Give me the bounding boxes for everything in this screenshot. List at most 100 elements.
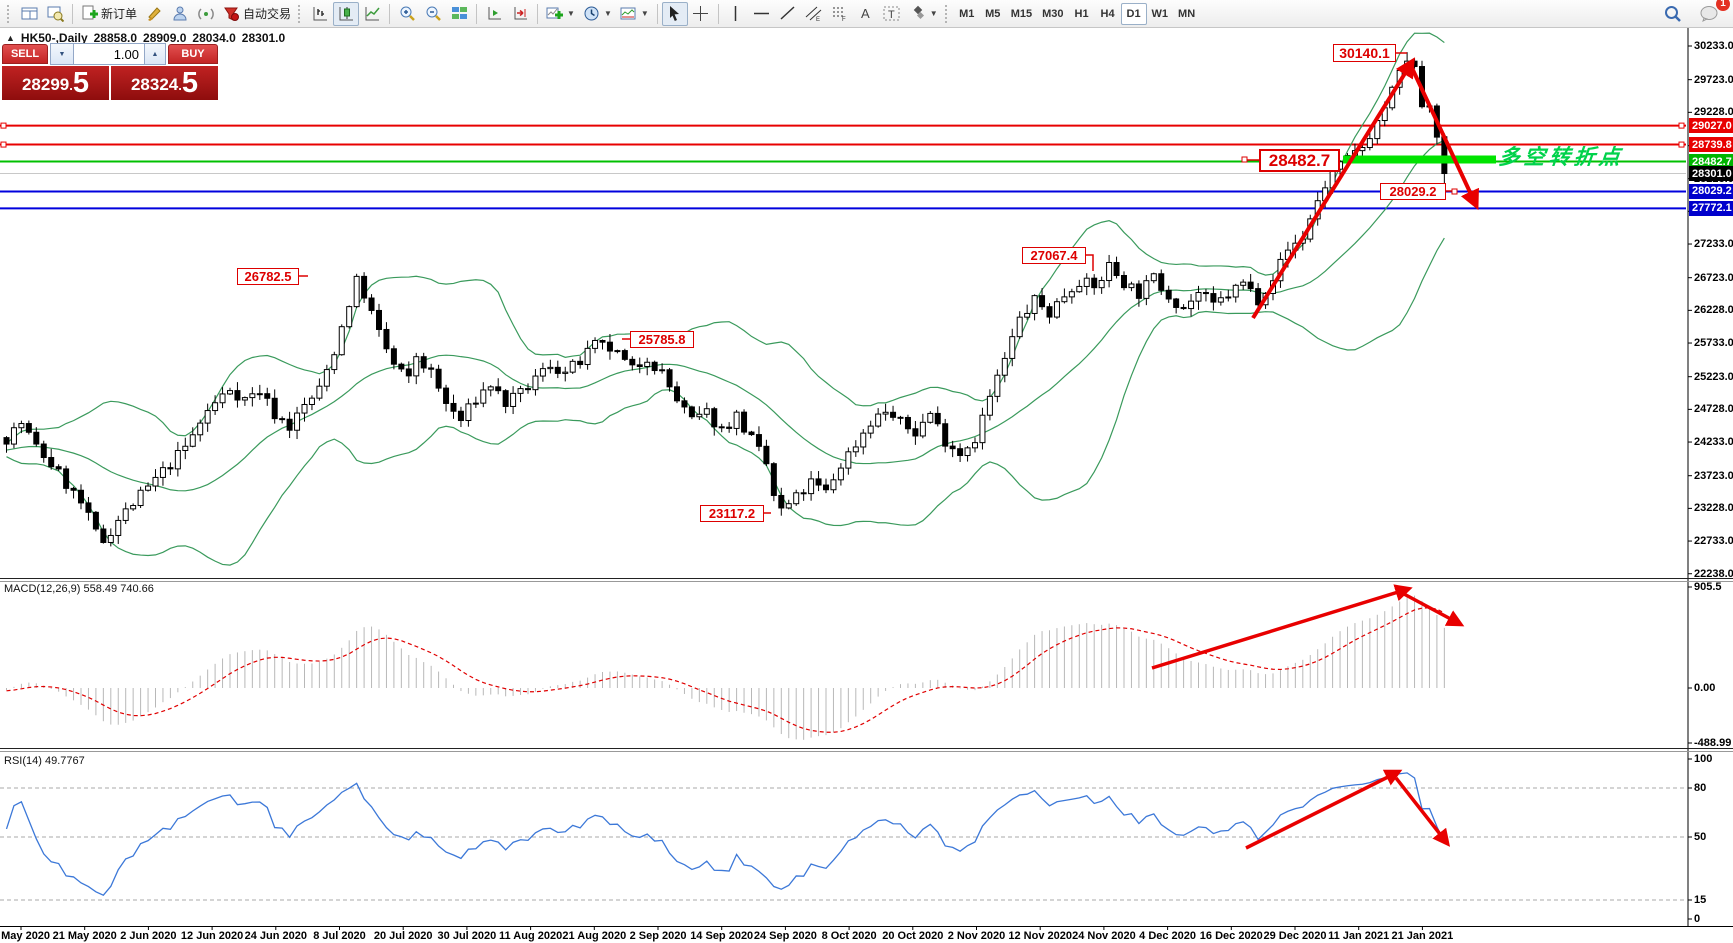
candle-body bbox=[1202, 292, 1209, 295]
trendline-button[interactable] bbox=[775, 2, 801, 26]
label-button[interactable]: T bbox=[879, 2, 905, 26]
shapes-button[interactable]: ▼ bbox=[905, 2, 942, 26]
timeframe-d1[interactable]: D1 bbox=[1120, 2, 1147, 25]
pane-splitter[interactable] bbox=[0, 581, 1733, 582]
tile-windows-button[interactable] bbox=[446, 2, 472, 26]
new-chart-button[interactable] bbox=[16, 2, 42, 26]
candle-body bbox=[1217, 297, 1224, 303]
chart-shift-button[interactable] bbox=[507, 2, 533, 26]
candle-body bbox=[778, 494, 785, 509]
line-handle[interactable] bbox=[0, 141, 7, 148]
cursor-icon bbox=[670, 6, 680, 21]
line-handle[interactable] bbox=[1678, 122, 1685, 129]
annotation-handle[interactable] bbox=[1451, 188, 1458, 195]
line-chart-button[interactable] bbox=[359, 2, 385, 26]
candle-body bbox=[122, 508, 129, 521]
price-tick-label: 26228.0 bbox=[1694, 304, 1733, 317]
candle-body bbox=[152, 476, 159, 487]
price-annotation[interactable]: 25785.8 bbox=[630, 331, 694, 348]
price-annotation[interactable]: 28029.2 bbox=[1380, 183, 1446, 200]
volume-input[interactable] bbox=[74, 43, 144, 65]
timeframe-m5[interactable]: M5 bbox=[980, 3, 1006, 25]
candle-body bbox=[562, 371, 569, 374]
crosshair-button[interactable] bbox=[688, 2, 714, 26]
channel-button[interactable]: E bbox=[801, 2, 827, 26]
price-annotation[interactable]: 26782.5 bbox=[237, 268, 299, 285]
zoom-out-button[interactable] bbox=[420, 2, 446, 26]
chat-icon bbox=[1700, 6, 1718, 22]
search-button[interactable] bbox=[1660, 2, 1686, 26]
styler-button[interactable] bbox=[141, 2, 167, 26]
candle-body bbox=[301, 403, 308, 414]
price-tick-label: 25223.0 bbox=[1694, 370, 1733, 383]
candle-body bbox=[1016, 316, 1023, 338]
chart-profile-button[interactable] bbox=[42, 2, 68, 26]
toolbar-separator bbox=[656, 3, 658, 24]
experts-button[interactable] bbox=[167, 2, 193, 26]
candle-body bbox=[443, 387, 450, 404]
annotation-handle[interactable] bbox=[1241, 156, 1248, 163]
price-tick-label: 23228.0 bbox=[1694, 502, 1733, 515]
bar-chart-button[interactable] bbox=[307, 2, 333, 26]
candle-body bbox=[592, 339, 599, 349]
volume-increase-button[interactable]: ▲ bbox=[144, 43, 166, 65]
timeframe-m15[interactable]: M15 bbox=[1006, 3, 1037, 25]
text-button[interactable]: A bbox=[853, 2, 879, 26]
pane-splitter[interactable] bbox=[0, 751, 1733, 752]
date-label: 21 Jan 2021 bbox=[1391, 930, 1454, 942]
price-tick-label: 29228.0 bbox=[1694, 106, 1733, 119]
timeframe-mn[interactable]: MN bbox=[1173, 3, 1200, 25]
auto-scroll-button[interactable] bbox=[481, 2, 507, 26]
line-handle[interactable] bbox=[0, 122, 7, 129]
buy-price[interactable]: 28324. 5 bbox=[111, 66, 218, 100]
search-icon bbox=[1665, 5, 1681, 22]
rsi-tick-label: 0 bbox=[1694, 913, 1701, 925]
timeframe-h1[interactable]: H1 bbox=[1069, 3, 1095, 25]
signals-button[interactable] bbox=[193, 2, 219, 26]
horizontal-line-button[interactable] bbox=[749, 2, 775, 26]
price-annotation[interactable]: 28482.7 bbox=[1259, 149, 1340, 172]
svg-text:E: E bbox=[816, 17, 820, 22]
timeframe-h4[interactable]: H4 bbox=[1095, 3, 1121, 25]
candle-body bbox=[569, 360, 576, 373]
price-annotation[interactable]: 23117.2 bbox=[700, 505, 764, 522]
new-order-button[interactable]: 新订单 bbox=[77, 2, 141, 26]
autotrade-button[interactable]: 自动交易 bbox=[219, 2, 295, 26]
volume-decrease-button[interactable]: ▼ bbox=[50, 43, 74, 65]
price-annotation[interactable]: 27067.4 bbox=[1022, 247, 1086, 264]
sell-button[interactable]: SELL bbox=[2, 44, 48, 64]
candle-body bbox=[1158, 273, 1165, 291]
timeframe-m1[interactable]: M1 bbox=[954, 3, 980, 25]
bollinger-middle-band bbox=[6, 139, 1445, 492]
expert-advisor-icon bbox=[173, 6, 187, 21]
timeframe-m30[interactable]: M30 bbox=[1037, 3, 1068, 25]
candle-body bbox=[55, 466, 62, 470]
chat-button[interactable]: 1 bbox=[1696, 0, 1730, 26]
timeframe-w1[interactable]: W1 bbox=[1147, 3, 1174, 25]
buy-button[interactable]: BUY bbox=[168, 44, 218, 64]
pane-splitter[interactable] bbox=[0, 578, 1733, 579]
candle-body bbox=[897, 416, 904, 419]
indicators-button[interactable]: ▼ bbox=[542, 2, 579, 26]
ohlc-open: 28858.0 bbox=[93, 31, 138, 45]
candle-body bbox=[323, 369, 330, 387]
zoom-in-button[interactable] bbox=[394, 2, 420, 26]
candle-body bbox=[919, 421, 926, 437]
candle-body bbox=[78, 489, 84, 504]
fibonacci-button[interactable]: F bbox=[827, 2, 853, 26]
pane-splitter[interactable] bbox=[0, 748, 1733, 749]
cursor-button[interactable] bbox=[661, 1, 688, 26]
collapse-panel-icon[interactable]: ▲ bbox=[6, 33, 15, 43]
vertical-line-button[interactable] bbox=[723, 2, 749, 26]
periods-button[interactable]: ▼ bbox=[579, 2, 616, 26]
ohlc-close: 28301.0 bbox=[241, 31, 286, 45]
sell-price[interactable]: 28299. 5 bbox=[2, 66, 109, 100]
price-annotation[interactable]: 30140.1 bbox=[1333, 44, 1396, 62]
toolbar-grip bbox=[298, 4, 304, 23]
autotrade-icon bbox=[224, 7, 240, 21]
ohlc-low: 28034.0 bbox=[192, 31, 236, 45]
templates-button[interactable]: ▼ bbox=[616, 2, 653, 26]
line-handle[interactable] bbox=[1678, 141, 1685, 148]
candlestick-chart-button[interactable] bbox=[333, 1, 360, 26]
